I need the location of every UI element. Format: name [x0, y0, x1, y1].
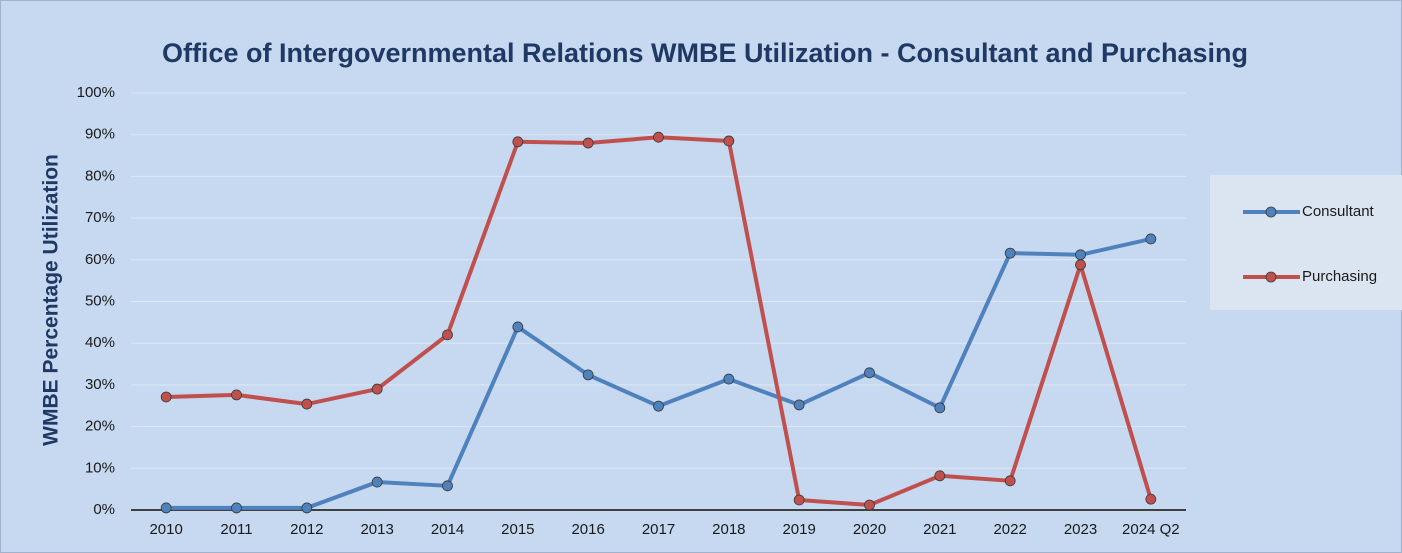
data-point — [231, 389, 242, 401]
data-point — [723, 135, 735, 147]
y-tick-label: 0% — [93, 501, 115, 518]
data-point — [864, 499, 875, 511]
y-tick-label: 50% — [85, 292, 115, 309]
x-tick-label: 2017 — [642, 521, 675, 538]
legend-marker — [1265, 271, 1277, 283]
data-point — [582, 137, 594, 149]
data-point — [160, 391, 172, 403]
legend-label: Consultant — [1302, 203, 1375, 220]
data-point — [793, 399, 805, 411]
y-tick-label: 30% — [85, 376, 115, 393]
y-tick-label: 80% — [85, 167, 115, 184]
x-tick-label: 2010 — [149, 521, 182, 538]
data-point — [653, 400, 664, 412]
y-tick-label: 60% — [85, 251, 115, 268]
x-tick-label: 2023 — [1064, 521, 1097, 538]
x-tick-label: 2022 — [993, 521, 1026, 538]
data-point — [371, 476, 383, 488]
data-point — [301, 398, 313, 410]
y-tick-label: 100% — [77, 84, 115, 101]
data-point — [512, 321, 524, 333]
y-tick-label: 70% — [85, 209, 115, 226]
y-axis-label: WMBE Percentage Utilization — [40, 154, 63, 446]
x-tick-label: 2020 — [853, 521, 886, 538]
data-point — [793, 494, 805, 506]
legend-marker — [1265, 206, 1277, 218]
y-tick-label: 20% — [85, 418, 115, 435]
legend-box — [1210, 175, 1402, 310]
data-point — [160, 502, 172, 514]
data-point — [1004, 247, 1016, 259]
chart-title: Office of Intergovernmental Relations WM… — [161, 38, 1249, 68]
x-tick-label: 2011 — [220, 521, 252, 538]
data-point — [582, 369, 594, 381]
data-point — [653, 131, 664, 143]
data-point — [934, 470, 946, 482]
data-point — [1075, 249, 1086, 261]
data-point — [1145, 233, 1157, 245]
x-tick-label: 2013 — [360, 521, 393, 538]
data-point — [934, 402, 946, 414]
data-point — [1004, 475, 1016, 487]
x-tick-label: 2016 — [571, 521, 604, 538]
y-tick-label: 40% — [85, 334, 115, 351]
y-tick-label: 10% — [85, 459, 115, 476]
data-point — [1145, 493, 1157, 505]
x-tick-label: 2014 — [431, 521, 464, 538]
x-tick-label: 2015 — [501, 521, 534, 538]
data-point — [371, 383, 383, 395]
data-point — [442, 480, 453, 492]
x-tick-label: 2019 — [782, 521, 815, 538]
x-tick-label: 2024 Q2 — [1122, 521, 1180, 538]
data-point — [723, 373, 735, 385]
legend-label: Purchasing — [1302, 268, 1377, 285]
data-point — [231, 502, 242, 514]
data-point — [442, 329, 453, 341]
data-point — [301, 502, 313, 514]
x-tick-label: 2021 — [923, 521, 956, 538]
x-tick-label: 2018 — [712, 521, 745, 538]
y-tick-label: 90% — [85, 126, 115, 143]
x-tick-label: 2012 — [290, 521, 323, 538]
data-point — [512, 136, 524, 148]
data-point — [1075, 259, 1086, 271]
data-point — [864, 367, 875, 379]
